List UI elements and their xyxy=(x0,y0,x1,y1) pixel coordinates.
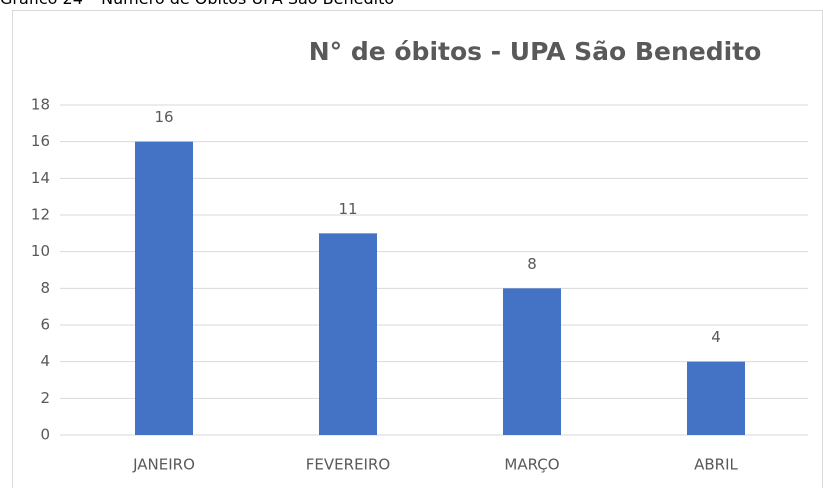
data-label: 16 xyxy=(154,108,173,126)
data-label: 11 xyxy=(338,200,357,218)
y-tick-label: 12 xyxy=(31,206,50,224)
data-label: 8 xyxy=(527,255,537,273)
x-tick-label: MARÇO xyxy=(504,456,559,474)
x-tick-label: ABRIL xyxy=(694,456,738,474)
y-tick-label: 2 xyxy=(40,389,50,407)
x-tick-label: JANEIRO xyxy=(132,456,195,474)
caption: Gráfico 24 – Número de Óbitos UPA São Be… xyxy=(0,0,394,8)
bar xyxy=(503,288,561,435)
bar xyxy=(319,233,377,435)
y-tick-label: 16 xyxy=(31,132,50,150)
bar xyxy=(687,361,745,435)
data-label: 4 xyxy=(711,328,721,346)
y-tick-label: 18 xyxy=(31,96,50,114)
x-tick-label: FEVEREIRO xyxy=(306,456,390,474)
y-tick-label: 14 xyxy=(31,169,50,187)
y-tick-label: 0 xyxy=(40,426,50,444)
chart-title: N° de óbitos - UPA São Benedito xyxy=(309,37,762,66)
y-tick-label: 6 xyxy=(40,316,50,334)
y-tick-label: 10 xyxy=(31,242,50,260)
y-tick-label: 8 xyxy=(40,279,50,297)
y-tick-label: 4 xyxy=(40,352,50,370)
bar xyxy=(135,141,193,435)
